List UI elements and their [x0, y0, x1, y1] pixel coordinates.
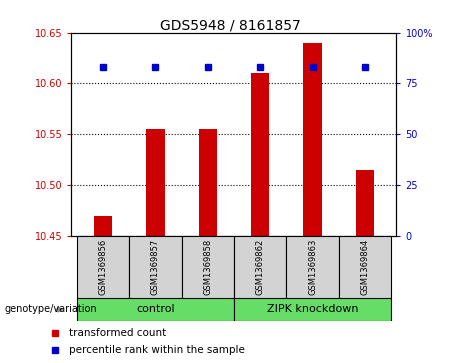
Text: GSM1369864: GSM1369864	[361, 239, 370, 295]
Bar	[94, 216, 112, 236]
Text: GSM1369863: GSM1369863	[308, 238, 317, 295]
Bar	[356, 170, 374, 236]
Bar	[77, 298, 234, 321]
Bar	[303, 43, 322, 236]
Bar	[146, 129, 165, 236]
Bar	[234, 298, 391, 321]
Bar	[129, 236, 182, 298]
Bar	[182, 236, 234, 298]
Bar	[199, 129, 217, 236]
Bar	[286, 236, 339, 298]
Text: percentile rank within the sample: percentile rank within the sample	[69, 345, 245, 355]
Text: GSM1369858: GSM1369858	[203, 239, 212, 295]
Bar	[234, 236, 286, 298]
Bar	[77, 236, 129, 298]
Text: transformed count: transformed count	[69, 328, 166, 338]
Text: genotype/variation: genotype/variation	[5, 305, 97, 314]
Text: GSM1369856: GSM1369856	[98, 239, 107, 295]
Bar	[251, 73, 269, 236]
Text: GDS5948 / 8161857: GDS5948 / 8161857	[160, 18, 301, 32]
Text: GSM1369862: GSM1369862	[256, 239, 265, 295]
Text: GSM1369857: GSM1369857	[151, 239, 160, 295]
Text: ZIPK knockdown: ZIPK knockdown	[267, 305, 358, 314]
Text: control: control	[136, 305, 175, 314]
Bar	[339, 236, 391, 298]
